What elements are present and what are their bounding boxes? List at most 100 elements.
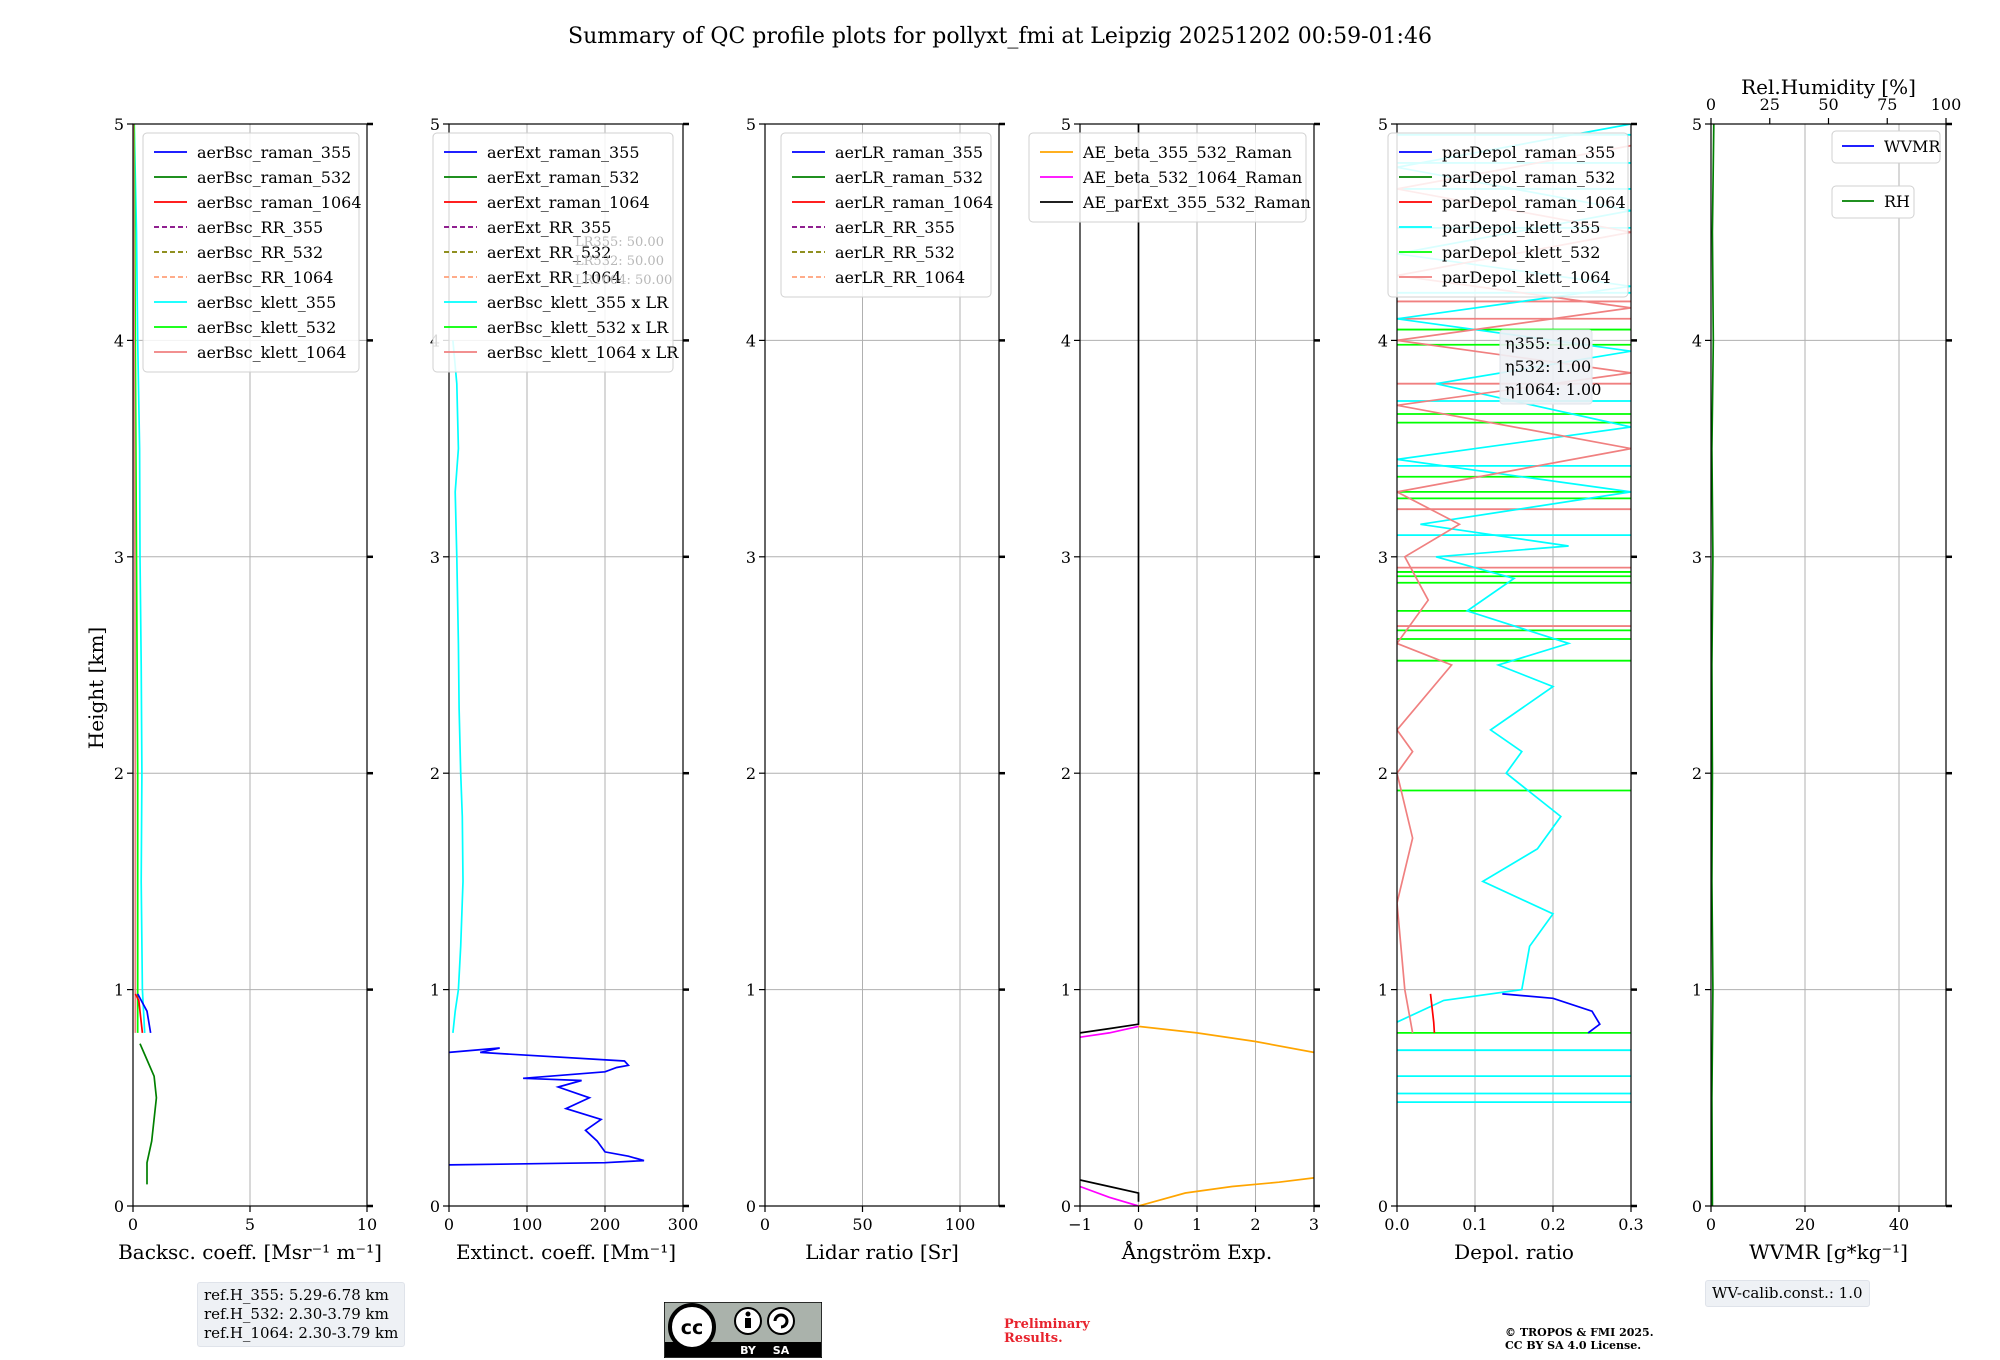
ytick-label-bsc: 3: [114, 548, 124, 567]
legend-label-aerBsc_klett_355 x LR: aerBsc_klett_355 x LR: [487, 293, 669, 312]
xtick-label-ae: 2: [1250, 1215, 1260, 1234]
xtick-label-ae: 1: [1192, 1215, 1202, 1234]
panel-depol: 0 1 2 3 4 5 0.0 0.1 0.2 0.3 Depol. ratio parDepol_r…: [1378, 115, 1644, 1264]
ytick-label-depol: 4: [1378, 331, 1388, 350]
legend-box-lr: [780, 132, 992, 298]
legend-label-aerLR_RR_532: aerLR_RR_532: [835, 243, 955, 262]
ytick-label-lr: 0: [746, 1197, 756, 1216]
x-axis-label-wvmr: WVMR [g*kg⁻¹]: [1749, 1240, 1908, 1264]
eta-box: [1499, 329, 1593, 405]
ytick-label-bsc: 5: [114, 115, 124, 134]
frame-depol: [1396, 123, 1632, 1207]
legend-label-AE_beta_355_532_Raman: AE_beta_355_532_Raman: [1082, 143, 1292, 162]
xtick-label-ae: −1: [1068, 1215, 1092, 1234]
legend-label-aerBsc_raman_1064: aerBsc_raman_1064: [197, 193, 362, 212]
ytick-label-depol: 1: [1378, 981, 1388, 1000]
legend-label-aerExt_raman_355: aerExt_raman_355: [487, 143, 640, 162]
xtick-label-depol: 0.1: [1462, 1215, 1487, 1234]
series-aerExt_raman_355: [449, 1047, 645, 1166]
series-aerBsc_klett_355 x LR: [452, 340, 464, 1033]
frame-lr: [764, 123, 1000, 1207]
ytick-label-lr: 3: [746, 548, 756, 567]
frame-bsc: [132, 123, 368, 1207]
xtick-label-depol: 0.2: [1540, 1215, 1565, 1234]
xtick-label-wvmr: 20: [1795, 1215, 1815, 1234]
copyright-note: © TROPOS & FMI 2025. CC BY SA 4.0 Licens…: [1505, 1326, 1654, 1352]
plot-area-wvmr: [1711, 124, 1715, 1206]
series-AE_beta_532_1064_Raman: [1080, 1025, 1139, 1039]
xtick-label-ext: 0: [444, 1215, 454, 1234]
cc-license-badge: cc BY SA: [664, 1302, 822, 1358]
legend-label-aerLR_raman_532: aerLR_raman_532: [835, 168, 983, 187]
ytick-label-ae: 0: [1061, 1197, 1071, 1216]
legend-label-parDepol_klett_355: parDepol_klett_355: [1442, 218, 1600, 237]
xtick-label-lr: 50: [852, 1215, 872, 1234]
legend-label-aerBsc_klett_355: aerBsc_klett_355: [197, 293, 336, 312]
legend-label-parDepol_klett_1064: parDepol_klett_1064: [1442, 268, 1611, 287]
eta-annotation: η1064: 1.00: [1505, 380, 1601, 399]
copyright-line-2: CC BY SA 4.0 License.: [1505, 1339, 1642, 1352]
figure-title: Summary of QC profile plots for pollyxt_…: [568, 24, 1432, 49]
legend-label-parDepol_raman_1064: parDepol_raman_1064: [1442, 193, 1626, 212]
legend-label-AE_beta_532_1064_Raman: AE_beta_532_1064_Raman: [1082, 168, 1302, 187]
lr-annotation: LR1064: 50.00: [575, 273, 672, 288]
legend-label-parDepol_raman_355: parDepol_raman_355: [1442, 143, 1615, 162]
xtick-label-bsc: 10: [357, 1215, 377, 1234]
top-xtick-label: 50: [1818, 95, 1838, 114]
preliminary-results-note: Preliminary Results.: [1004, 1318, 1090, 1346]
legend-label-parDepol_klett_532: parDepol_klett_532: [1442, 243, 1600, 262]
x-axis-label-ae: Ångström Exp.: [1121, 1239, 1272, 1264]
series-RH: [1711, 124, 1715, 1206]
series-AE_beta_355_532_Raman: [1138, 1177, 1314, 1206]
cc-logo-text: cc: [681, 1317, 704, 1339]
cc-badge-by-label: BY: [740, 1344, 757, 1357]
ytick-label-ext: 0: [430, 1197, 440, 1216]
ytick-label-lr: 5: [746, 115, 756, 134]
lr-annotation: LR532: 50.00: [575, 254, 664, 269]
legend-label-aerBsc_klett_1064: aerBsc_klett_1064: [197, 343, 346, 362]
legend-box-ae: [1028, 132, 1307, 223]
sa-share-alike-icon: [767, 1307, 795, 1335]
ytick-label-ext: 5: [430, 115, 440, 134]
ytick-label-depol: 2: [1378, 764, 1388, 783]
legend-label-aerBsc_RR_532: aerBsc_RR_532: [197, 243, 323, 262]
legend-label-aerExt_RR_532: aerExt_RR_532: [487, 243, 611, 262]
lr-annotation: LR355: 50.00: [575, 235, 664, 250]
eta-annotation: η355: 1.00: [1505, 334, 1591, 353]
series-AE_parExt_355_532_Raman: [1080, 124, 1140, 1034]
legend-label-aerBsc_RR_355: aerBsc_RR_355: [197, 218, 323, 237]
plot-area-bsc: [133, 124, 158, 1185]
series-AE_beta_532_1064_Raman: [1080, 1185, 1139, 1206]
xtick-label-wvmr: 40: [1889, 1215, 1909, 1234]
copyright-line-1: © TROPOS & FMI 2025.: [1505, 1326, 1654, 1339]
legend-label-parDepol_raman_532: parDepol_raman_532: [1442, 168, 1615, 187]
legend-label-aerExt_RR_355: aerExt_RR_355: [487, 218, 611, 237]
ytick-label-depol: 0: [1378, 1197, 1388, 1216]
series-aerBsc_raman_355: [136, 993, 152, 1034]
ytick-label-ae: 4: [1061, 331, 1071, 350]
xtick-label-lr: 0: [760, 1215, 770, 1234]
legend-label-aerBsc_klett_532: aerBsc_klett_532: [197, 318, 336, 337]
xtick-label-depol: 0.0: [1384, 1215, 1409, 1234]
cc-logo-icon: [668, 1303, 716, 1351]
ytick-label-depol: 3: [1378, 548, 1388, 567]
ref-height-355: ref.H_355: 5.29-6.78 km: [204, 1286, 389, 1304]
ytick-label-bsc: 0: [114, 1197, 124, 1216]
legend-label-aerLR_RR_1064: aerLR_RR_1064: [835, 268, 965, 287]
ref-height-1064: ref.H_1064: 2.30-3.79 km: [204, 1324, 399, 1342]
ytick-label-ae: 1: [1061, 981, 1071, 1000]
ytick-label-wvmr: 0: [1692, 1197, 1702, 1216]
legend-label-aerBsc_raman_532: aerBsc_raman_532: [197, 168, 351, 187]
legend-label-aerBsc_RR_1064: aerBsc_RR_1064: [197, 268, 333, 287]
ytick-label-wvmr: 3: [1692, 548, 1702, 567]
ytick-label-ae: 2: [1061, 764, 1071, 783]
legend-box-wvmr: [1831, 130, 1941, 164]
sa-icon-arrow: [773, 1313, 789, 1329]
top-xtick-label: 25: [1760, 95, 1780, 114]
legend-box-bsc: [142, 132, 360, 373]
ytick-label-lr: 4: [746, 331, 756, 350]
x-axis-label-lr: Lidar ratio [Sr]: [805, 1240, 959, 1264]
xtick-label-ae: 0: [1133, 1215, 1143, 1234]
